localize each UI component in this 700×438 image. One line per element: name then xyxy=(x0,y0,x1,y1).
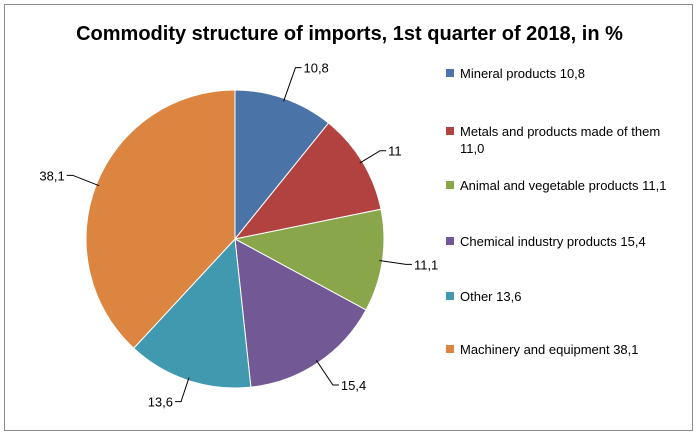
legend-label: Machinery and equipment 38,1 xyxy=(460,342,639,357)
legend-swatch xyxy=(446,127,454,135)
leader-line xyxy=(315,360,339,386)
legend-label: Other 13,6 xyxy=(460,289,522,304)
leader-line xyxy=(283,67,302,102)
leader-line xyxy=(379,259,412,265)
data-label: 38,1 xyxy=(39,168,64,183)
legend-label: Metals and products made of them 11,0 xyxy=(460,124,661,156)
leader-line xyxy=(175,377,190,403)
legend-label: Animal and vegetable products 11,1 xyxy=(460,178,667,193)
legend-swatch xyxy=(446,237,454,245)
legend-swatch xyxy=(446,292,454,300)
legend-label: Chemical industry products 15,4 xyxy=(460,234,646,249)
data-label: 11,1 xyxy=(414,257,438,272)
chart-frame: Commodity structure of imports, 1st quar… xyxy=(4,4,693,431)
data-label: 15,4 xyxy=(341,378,366,393)
leader-line xyxy=(66,174,100,187)
leader-line xyxy=(359,150,387,164)
pie-chart: 10,8 11 11,1 15,4 13,6 38,1 xyxy=(39,61,438,410)
legend-label: Mineral products 10,8 xyxy=(460,66,586,81)
data-label: 10,8 xyxy=(303,61,328,76)
data-label: 11 xyxy=(388,144,402,159)
chart-title: Commodity structure of imports, 1st quar… xyxy=(76,23,623,45)
data-label: 13,6 xyxy=(148,395,173,410)
legend-swatch xyxy=(446,345,454,353)
legend-swatch xyxy=(446,181,454,189)
legend-swatch xyxy=(446,69,454,77)
